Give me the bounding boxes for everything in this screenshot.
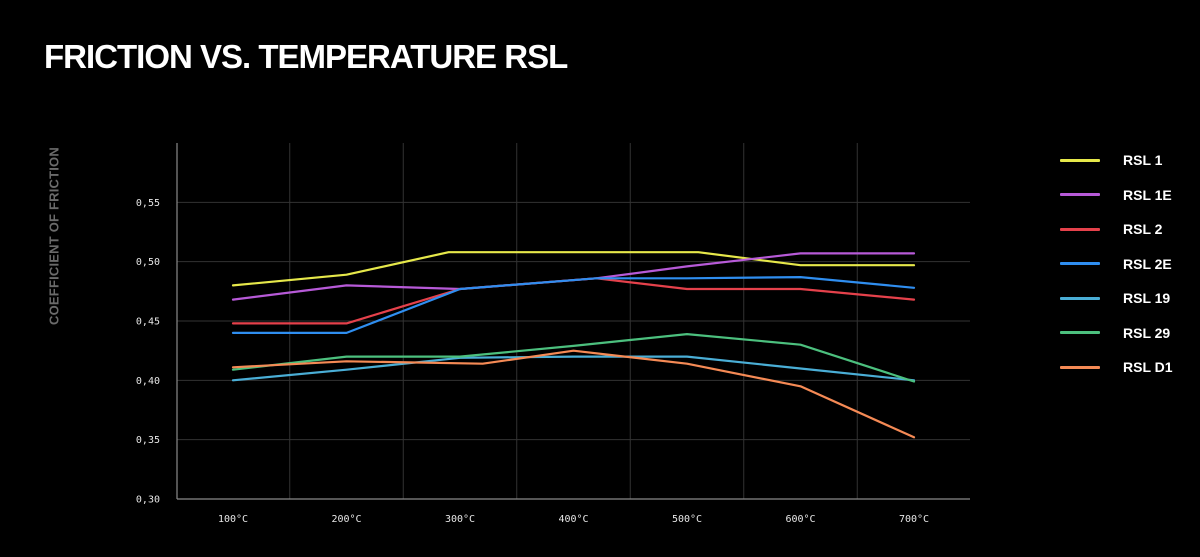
series-line-rsl-19 (231, 355, 916, 382)
legend-label: RSL 29 (1123, 324, 1171, 341)
x-tick-label: 700°C (899, 514, 929, 525)
grid-lines (177, 143, 970, 499)
y-tick-label: 0,55 (136, 198, 160, 209)
legend-swatch (1060, 227, 1100, 231)
legend-swatch (1060, 365, 1100, 369)
legend-label: RSL D1 (1123, 359, 1173, 376)
legend-swatch (1060, 331, 1100, 335)
y-tick-label: 0,50 (136, 257, 160, 268)
x-tick-label: 200°C (331, 514, 361, 525)
x-tick-label: 600°C (785, 514, 815, 525)
series-line-rsl-2 (231, 277, 916, 325)
y-tick-label: 0,40 (136, 376, 160, 387)
axes (176, 143, 970, 500)
legend-item: RSL 1 (1060, 143, 1173, 178)
legend-item: RSL D1 (1060, 350, 1173, 385)
series-line-rsl-2e (231, 276, 916, 334)
legend-item: RSL 2E (1060, 247, 1173, 282)
legend-swatch (1060, 262, 1100, 266)
legend-label: RSL 1E (1123, 186, 1172, 203)
legend-label: RSL 2 (1123, 221, 1163, 238)
y-tick-label: 0,30 (136, 495, 160, 506)
legend: RSL 1 RSL 1E RSL 2 RSL 2E RSL 19 RSL 29 RSL D1 (1060, 143, 1173, 385)
series-line-rsl-29 (231, 333, 916, 383)
x-tick-labels: 100°C 200°C 300°C 400°C 500°C 600°C 700°C (218, 514, 929, 525)
legend-label: RSL 19 (1123, 290, 1171, 307)
legend-label: RSL 1 (1123, 152, 1163, 169)
x-tick-label: 100°C (218, 514, 248, 525)
series-line-rsl-d1 (231, 349, 916, 439)
series-line-rsl-1 (231, 251, 916, 287)
legend-item: RSL 29 (1060, 316, 1173, 351)
chart-title: FRICTION VS. TEMPERATURE RSL (44, 38, 568, 75)
legend-swatch (1060, 158, 1100, 162)
y-tick-label: 0,35 (136, 435, 160, 446)
y-tick-labels: 0,30 0,35 0,40 0,45 0,50 0,55 (136, 198, 160, 506)
legend-label: RSL 2E (1123, 255, 1172, 272)
legend-swatch (1060, 296, 1100, 300)
series-lines (231, 251, 916, 439)
legend-item: RSL 1E (1060, 178, 1173, 213)
legend-item: RSL 2 (1060, 212, 1173, 247)
x-tick-label: 400°C (558, 514, 588, 525)
legend-swatch (1060, 193, 1100, 197)
y-tick-label: 0,45 (136, 317, 160, 328)
x-tick-label: 500°C (672, 514, 702, 525)
x-tick-label: 300°C (445, 514, 475, 525)
legend-item: RSL 19 (1060, 281, 1173, 316)
